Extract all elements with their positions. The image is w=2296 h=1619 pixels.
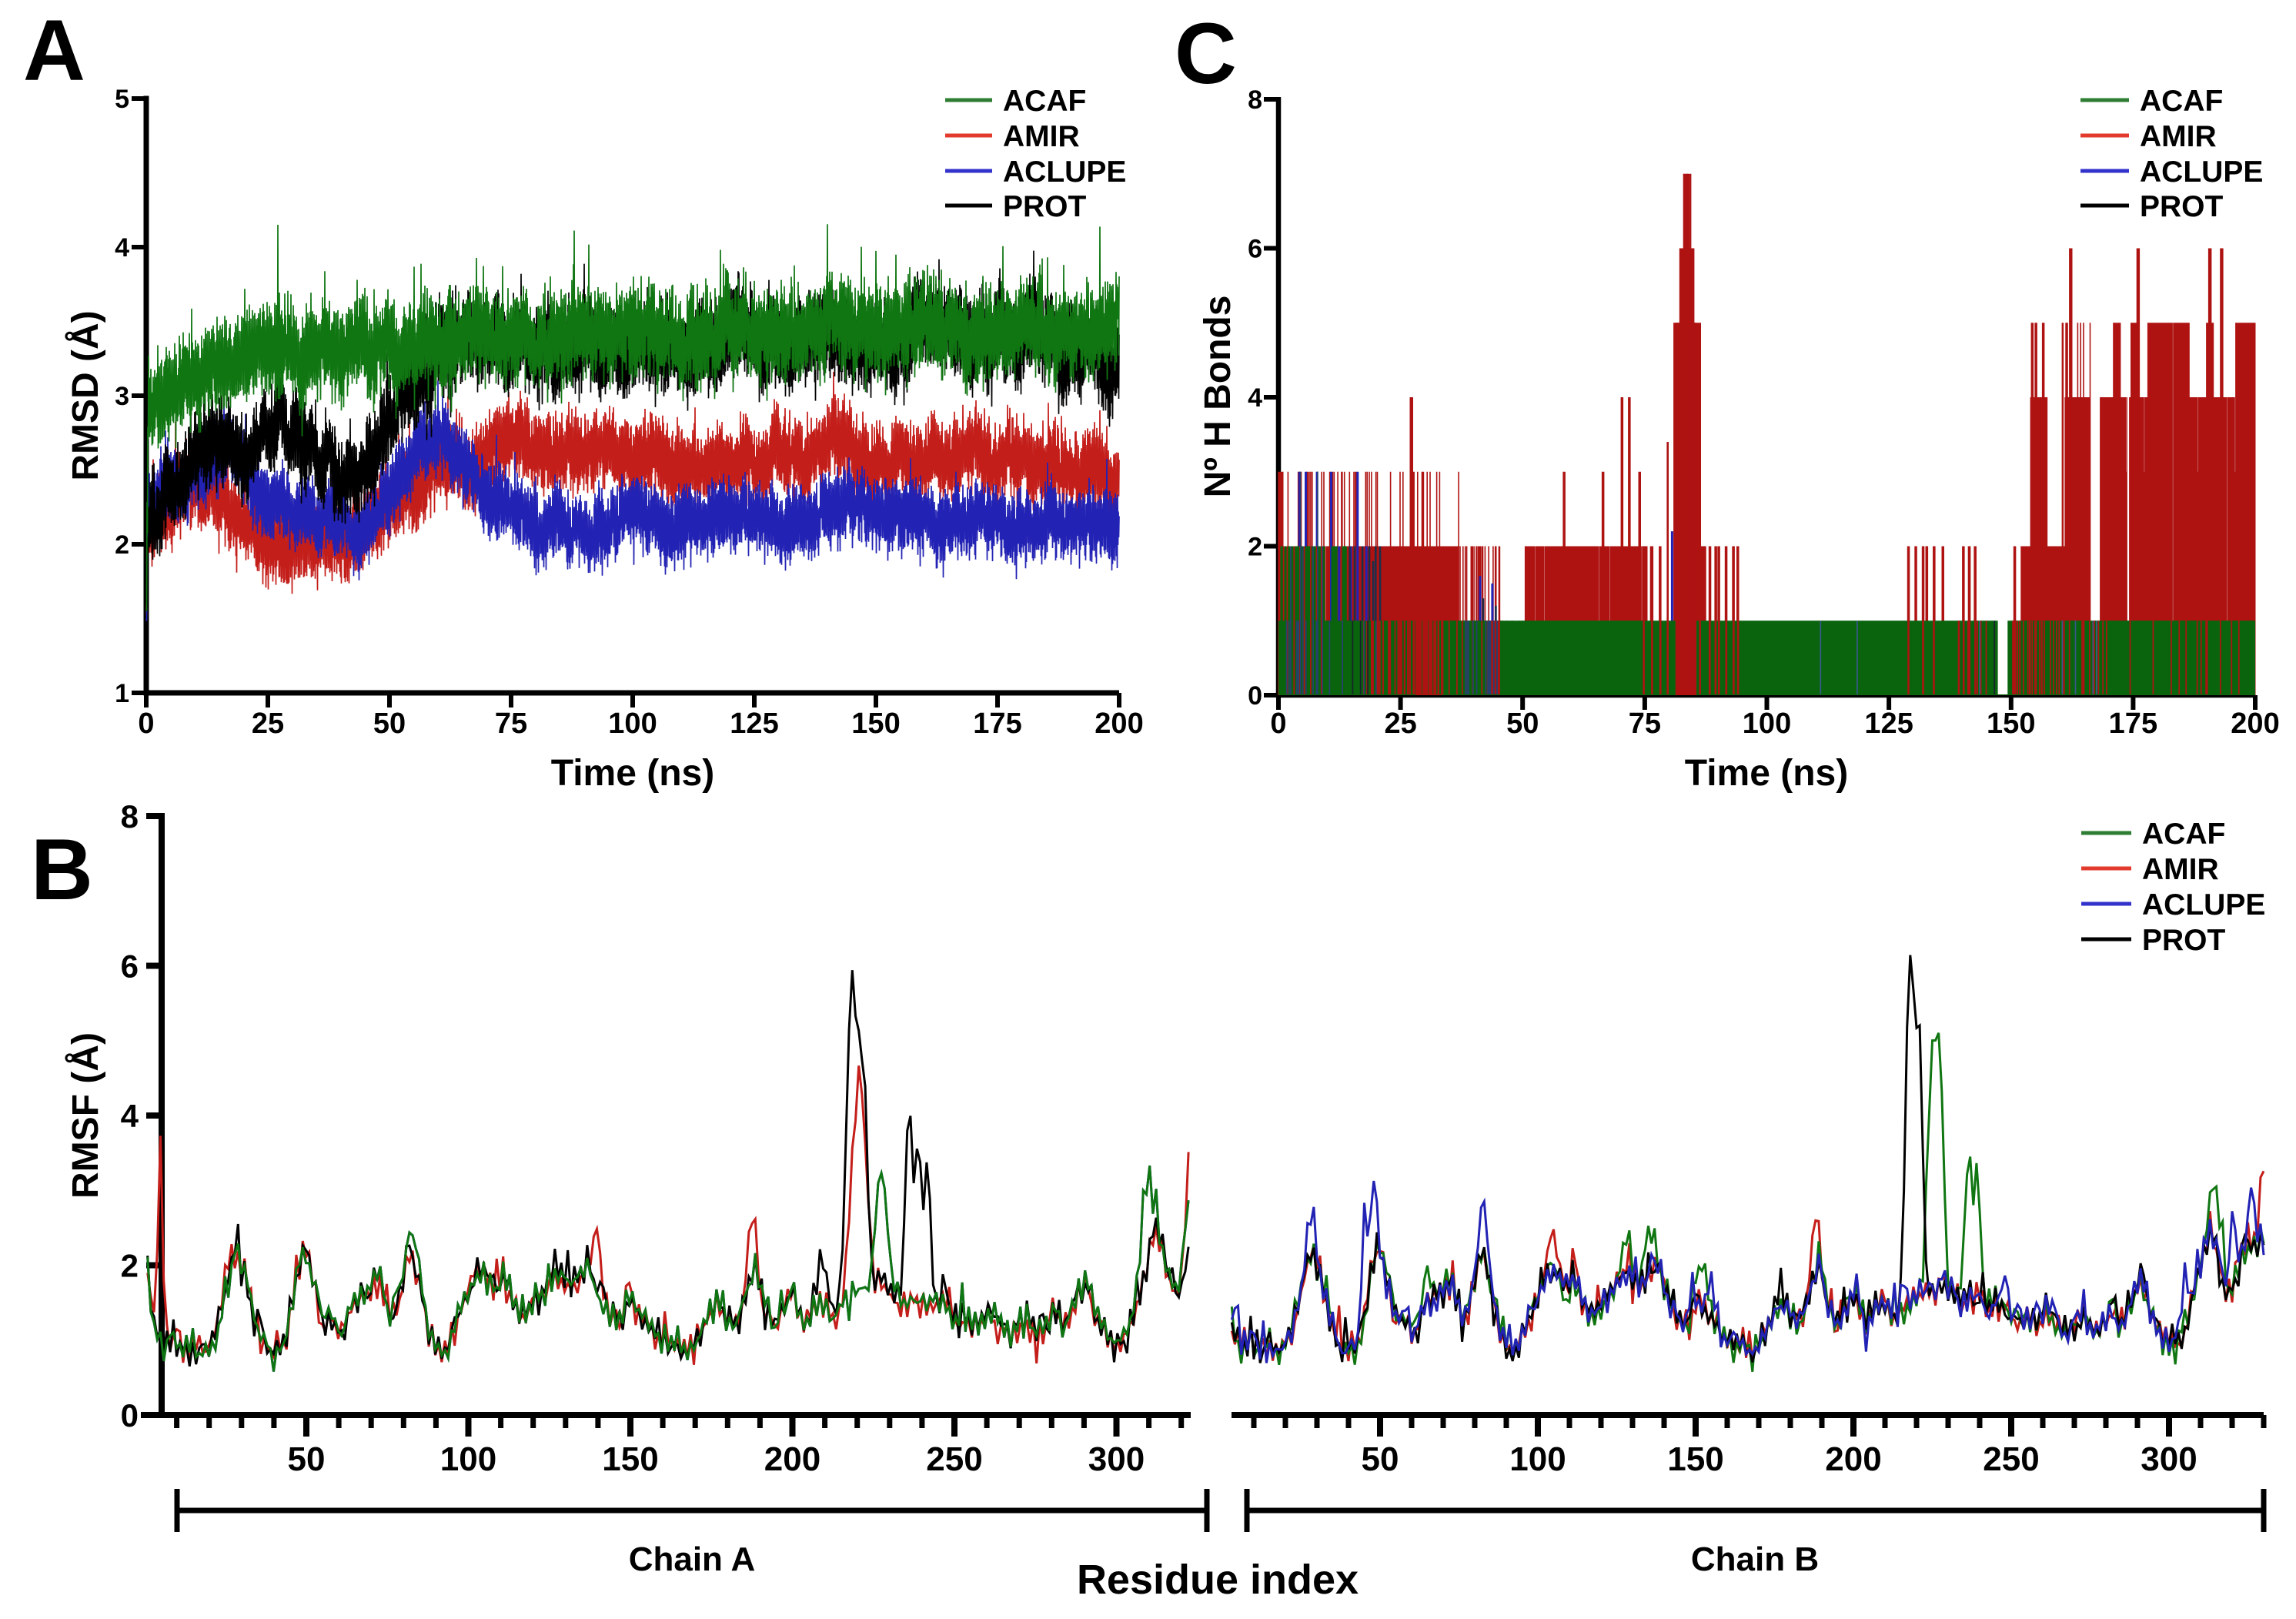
svg-text:ACLUPE: ACLUPE	[2140, 156, 2263, 189]
svg-text:75: 75	[495, 707, 527, 740]
svg-text:RMSF (Å): RMSF (Å)	[65, 1032, 106, 1199]
svg-text:100: 100	[1509, 1440, 1566, 1478]
svg-text:175: 175	[2109, 707, 2157, 740]
svg-text:1: 1	[115, 679, 129, 708]
svg-text:100: 100	[440, 1440, 496, 1478]
svg-text:50: 50	[1506, 707, 1539, 740]
svg-text:200: 200	[1095, 707, 1143, 740]
svg-text:Time (ns): Time (ns)	[551, 753, 714, 794]
svg-text:PROT: PROT	[2142, 924, 2226, 957]
svg-text:25: 25	[252, 707, 284, 740]
svg-text:2: 2	[1248, 533, 1262, 562]
svg-text:250: 250	[1983, 1440, 2039, 1478]
svg-text:125: 125	[730, 707, 778, 740]
svg-text:50: 50	[288, 1440, 326, 1478]
svg-text:100: 100	[608, 707, 657, 740]
svg-text:300: 300	[1088, 1440, 1145, 1478]
svg-text:ACAF: ACAF	[2142, 818, 2225, 851]
svg-text:125: 125	[1864, 707, 1913, 740]
svg-text:300: 300	[2141, 1440, 2197, 1478]
svg-text:Chain A: Chain A	[629, 1540, 756, 1578]
svg-text:3: 3	[115, 382, 129, 411]
svg-text:100: 100	[1743, 707, 1791, 740]
svg-text:250: 250	[926, 1440, 982, 1478]
svg-text:B: B	[31, 821, 93, 918]
svg-text:RMSD (Å): RMSD (Å)	[65, 310, 106, 480]
svg-text:PROT: PROT	[1003, 190, 1087, 223]
svg-text:25: 25	[1384, 707, 1416, 740]
svg-text:AMIR: AMIR	[2140, 120, 2217, 153]
svg-text:AMIR: AMIR	[1003, 120, 1080, 153]
svg-text:50: 50	[373, 707, 406, 740]
svg-text:2: 2	[121, 1248, 139, 1284]
svg-text:4: 4	[1248, 383, 1262, 413]
svg-text:6: 6	[121, 948, 139, 985]
svg-text:0: 0	[138, 707, 154, 740]
svg-text:6: 6	[1248, 235, 1262, 264]
svg-text:4: 4	[121, 1098, 139, 1134]
svg-text:8: 8	[121, 798, 139, 835]
svg-text:ACLUPE: ACLUPE	[1003, 156, 1126, 189]
svg-text:150: 150	[1987, 707, 2035, 740]
svg-text:Nº H Bonds: Nº H Bonds	[1198, 296, 1238, 498]
svg-text:AMIR: AMIR	[2142, 853, 2219, 886]
svg-text:175: 175	[973, 707, 1021, 740]
svg-text:0: 0	[1248, 681, 1262, 711]
svg-text:200: 200	[2231, 707, 2279, 740]
svg-text:4: 4	[115, 233, 129, 263]
svg-text:8: 8	[1248, 85, 1262, 115]
svg-text:ACLUPE: ACLUPE	[2142, 888, 2265, 922]
svg-text:Time (ns): Time (ns)	[1685, 753, 1848, 794]
svg-text:150: 150	[851, 707, 900, 740]
svg-text:50: 50	[1362, 1440, 1399, 1478]
svg-text:PROT: PROT	[2140, 190, 2224, 223]
svg-text:0: 0	[1270, 707, 1286, 740]
svg-text:ACAF: ACAF	[2140, 85, 2223, 118]
svg-text:5: 5	[115, 85, 129, 114]
svg-text:A: A	[23, 2, 85, 99]
svg-text:150: 150	[1667, 1440, 1723, 1478]
svg-text:2: 2	[115, 530, 129, 560]
svg-text:150: 150	[602, 1440, 658, 1478]
svg-text:Chain B: Chain B	[1691, 1540, 1819, 1578]
svg-text:200: 200	[1825, 1440, 1881, 1478]
svg-text:200: 200	[764, 1440, 820, 1478]
svg-text:75: 75	[1629, 707, 1661, 740]
svg-text:0: 0	[121, 1397, 139, 1433]
svg-text:Residue index: Residue index	[1077, 1557, 1359, 1603]
svg-text:C: C	[1175, 5, 1237, 102]
svg-text:ACAF: ACAF	[1003, 85, 1086, 118]
